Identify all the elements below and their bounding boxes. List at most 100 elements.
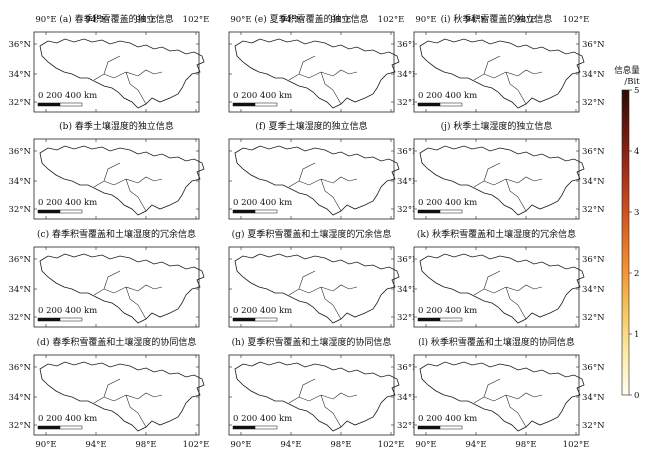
map-frame xyxy=(413,354,580,436)
lat-tick-label: 36°N xyxy=(8,147,31,157)
lat-tick-label: 36°N xyxy=(397,40,420,50)
map-panel-d: (d) 春季积雪覆盖和土壤湿度的协同信息 36°N 34°N 32°N 90°E 94°E… xyxy=(8,336,209,450)
panel-title-g: (g) 夏季积雪覆盖和土壤湿度的冗余信息 xyxy=(232,228,392,240)
map-panel-k: (k) 秋季积雪覆盖和土壤湿度的冗余信息 36°N 34°N 32°N 0 200 40… xyxy=(413,228,605,328)
lat-tick-label: 36°N xyxy=(582,147,605,157)
lat-tick-label: 32°N xyxy=(397,98,420,108)
lon-tick-label-top: 98°E xyxy=(515,15,536,25)
lat-tick-label: 34°N xyxy=(8,393,31,403)
map-frame xyxy=(228,31,395,113)
scale-bar-label: 0 200 400 km xyxy=(38,414,97,424)
lon-tick-label: 102°E xyxy=(563,440,590,450)
panel-title-e: (e) 夏季积雪覆盖的独立信息 xyxy=(254,13,368,25)
lat-tick-label: 32°N xyxy=(8,98,31,108)
scale-bar-label: 0 200 400 km xyxy=(233,306,292,316)
map-frame xyxy=(228,246,395,328)
lat-tick-label: 36°N xyxy=(8,363,31,373)
colorbar-tick-label: 5 xyxy=(634,86,639,96)
panel-title-d: (d) 春季积雪覆盖和土壤湿度的协同信息 xyxy=(37,336,197,348)
colorbar-tick-label: 1 xyxy=(634,330,639,340)
lon-tick-label: 94°E xyxy=(280,440,301,450)
lat-tick-label: 34°N xyxy=(397,285,420,295)
lat-tick-label: 32°N xyxy=(397,313,420,323)
scale-bar: 0 200 400 km xyxy=(417,91,477,107)
lat-tick-label: 36°N xyxy=(582,363,605,373)
lat-tick-label: 36°N xyxy=(8,40,31,50)
colorbar-tick-label: 0 xyxy=(634,391,639,401)
scale-bar: 0 200 400 km xyxy=(232,414,292,430)
lon-tick-label: 98°E xyxy=(135,440,156,450)
map-frame xyxy=(228,354,395,436)
map-panel-c: (c) 春季积雪覆盖和土壤湿度的冗余信息 36°N 34°N 32°N 0 200 40… xyxy=(8,228,205,328)
panel-title-k: (k) 秋季积雪覆盖和土壤湿度的冗余信息 xyxy=(417,228,576,240)
scale-bar-label: 0 200 400 km xyxy=(418,91,477,101)
lat-tick-label: 36°N xyxy=(397,363,420,373)
lon-tick-label: 102°E xyxy=(378,440,405,450)
scale-bar-label: 0 200 400 km xyxy=(38,91,97,101)
lat-tick-label: 34°N xyxy=(8,70,31,80)
lat-tick-label: 34°N xyxy=(582,70,605,80)
lat-tick-label: 34°N xyxy=(8,177,31,187)
lon-tick-label: 90°E xyxy=(35,440,56,450)
map-frame xyxy=(413,246,580,328)
lat-tick-label: 32°N xyxy=(8,313,31,323)
lon-tick-label-top: 102°E xyxy=(183,15,210,25)
sub-basin-boundary xyxy=(473,55,543,105)
lon-tick-label: 94°E xyxy=(465,440,486,450)
lon-tick-label-top: 102°E xyxy=(378,15,405,25)
lat-tick-label: 32°N xyxy=(582,205,605,215)
map-panel-j: (j) 秋季土壤湿度的独立信息 36°N 34°N 32°N 0 200 400 km xyxy=(413,120,605,220)
sub-basin-boundary xyxy=(288,162,358,212)
lat-tick-label: 36°N xyxy=(582,255,605,265)
scale-bar: 0 200 400 km xyxy=(232,91,292,107)
scale-bar: 0 200 400 km xyxy=(417,306,477,322)
lon-tick-label: 98°E xyxy=(515,440,536,450)
map-panel-e: (e) 夏季积雪覆盖的独立信息 36°N 34°N 32°N 0 200 400 km xyxy=(228,13,420,113)
lat-tick-label: 36°N xyxy=(397,147,420,157)
colorbar-ramp xyxy=(621,89,630,396)
map-frame xyxy=(33,138,200,220)
lon-tick-label-top: 94°E xyxy=(85,15,106,25)
scale-bar-label: 0 200 400 km xyxy=(38,306,97,316)
map-frame xyxy=(413,138,580,220)
map-panel-l: (l) 秋季积雪覆盖和土壤湿度的协同信息 36°N 34°N 32°N 90°E 94°E… xyxy=(413,336,605,450)
map-panel-h: (h) 夏季积雪覆盖和土壤湿度的协同信息 36°N 34°N 32°N 90°E 94°E… xyxy=(228,336,420,450)
lon-tick-label: 98°E xyxy=(330,440,351,450)
sub-basin-boundary xyxy=(93,378,163,428)
sub-basin-boundary xyxy=(288,378,358,428)
colorbar-tick-label: 4 xyxy=(634,147,639,157)
lat-tick-label: 32°N xyxy=(582,421,605,431)
panel-title-c: (c) 春季积雪覆盖和土壤湿度的冗余信息 xyxy=(37,228,196,240)
sub-basin-boundary xyxy=(473,270,543,320)
scale-bar: 0 200 400 km xyxy=(37,198,97,214)
lat-tick-label: 32°N xyxy=(397,205,420,215)
sub-basin-boundary xyxy=(473,378,543,428)
panel-title-a: (a) 春季积雪覆盖的独立信息 xyxy=(59,13,173,25)
map-panel-f: (f) 夏季土壤湿度的独立信息 36°N 34°N 32°N 0 200 400 km xyxy=(228,120,420,220)
colorbar-unit: /Bit xyxy=(624,77,640,87)
lat-tick-label: 32°N xyxy=(397,421,420,431)
lon-tick-label-top: 90°E xyxy=(35,15,56,25)
colorbar-tick-label: 2 xyxy=(634,269,639,279)
panel-title-h: (h) 夏季积雪覆盖和土壤湿度的协同信息 xyxy=(232,336,392,348)
lat-tick-label: 34°N xyxy=(397,177,420,187)
lon-tick-label-top: 94°E xyxy=(280,15,301,25)
panel-title-j: (j) 秋季土壤湿度的独立信息 xyxy=(441,120,553,132)
lon-tick-label-top: 98°E xyxy=(330,15,351,25)
map-frame xyxy=(228,138,395,220)
lat-tick-label: 36°N xyxy=(8,255,31,265)
sub-basin-boundary xyxy=(288,270,358,320)
lat-tick-label: 34°N xyxy=(397,70,420,80)
map-frame xyxy=(413,31,580,113)
sub-basin-boundary xyxy=(93,55,163,105)
panel-title-l: (l) 秋季积雪覆盖和土壤湿度的协同信息 xyxy=(418,336,575,348)
sub-basin-boundary xyxy=(288,55,358,105)
scale-bar-label: 0 200 400 km xyxy=(233,414,292,424)
scale-bar: 0 200 400 km xyxy=(37,414,97,430)
scale-bar: 0 200 400 km xyxy=(37,306,97,322)
lon-tick-label: 102°E xyxy=(183,440,210,450)
scale-bar: 0 200 400 km xyxy=(417,198,477,214)
lat-tick-label: 34°N xyxy=(8,285,31,295)
lon-tick-label-top: 98°E xyxy=(135,15,156,25)
